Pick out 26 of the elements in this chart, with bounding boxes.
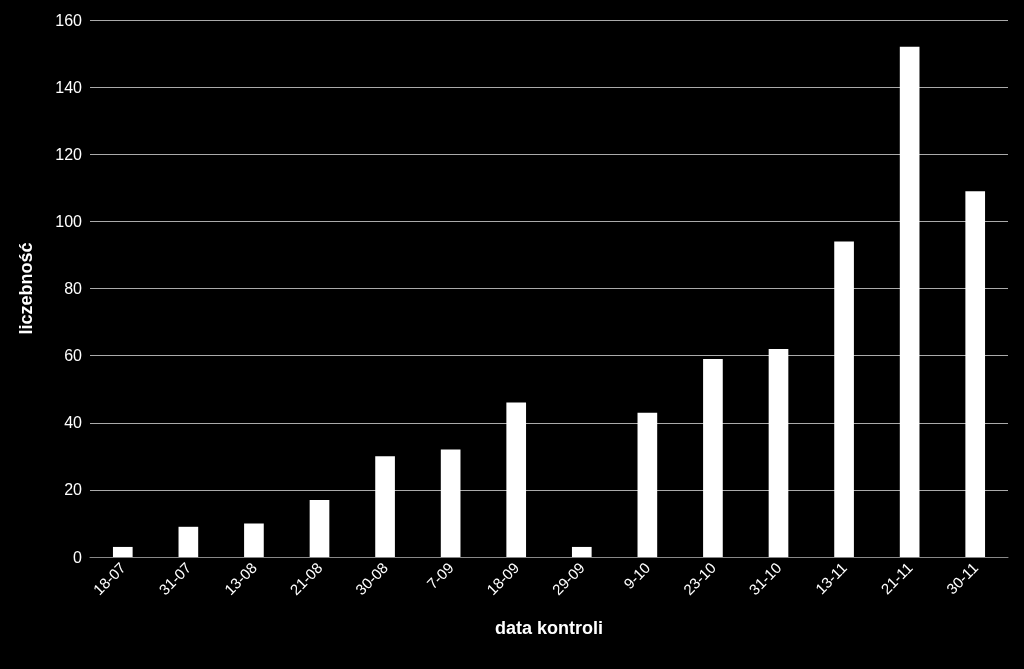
- bar: [834, 241, 854, 557]
- bar: [112, 546, 133, 557]
- bar: [309, 499, 330, 557]
- bar: [703, 358, 723, 557]
- x-axis-title: data kontroli: [494, 618, 604, 638]
- x-tick-label: 7-09: [423, 558, 457, 593]
- y-tick-label: 0: [73, 548, 83, 566]
- bar: [571, 546, 592, 557]
- bar: [506, 402, 527, 557]
- y-tick-label: 80: [64, 280, 83, 297]
- bar: [375, 456, 395, 557]
- y-tick-label: 20: [64, 481, 83, 499]
- y-tick-label: 40: [64, 414, 83, 432]
- bar: [244, 523, 264, 557]
- y-axis-title: liczebność: [16, 242, 36, 335]
- y-tick-label: 160: [55, 11, 83, 29]
- bar: [768, 348, 789, 557]
- bar: [899, 46, 920, 557]
- bar: [178, 526, 199, 557]
- y-tick-label: 60: [64, 347, 83, 365]
- bar: [637, 412, 658, 557]
- y-tick-label: 140: [55, 78, 83, 96]
- y-tick-label: 100: [55, 212, 83, 230]
- bar: [965, 191, 986, 557]
- y-tick-label: 120: [55, 145, 83, 163]
- bar: [440, 449, 461, 557]
